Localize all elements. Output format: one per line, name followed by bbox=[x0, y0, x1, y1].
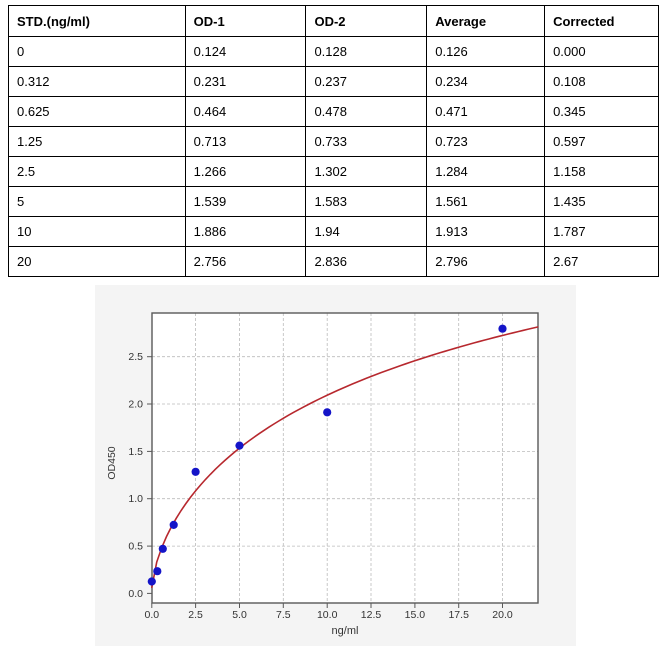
svg-text:2.5: 2.5 bbox=[128, 351, 143, 363]
svg-text:0.0: 0.0 bbox=[128, 588, 143, 600]
svg-text:17.5: 17.5 bbox=[448, 609, 469, 621]
svg-text:OD450: OD450 bbox=[106, 446, 118, 479]
svg-text:15.0: 15.0 bbox=[405, 609, 426, 621]
svg-text:20.0: 20.0 bbox=[492, 609, 513, 621]
svg-text:2.5: 2.5 bbox=[188, 609, 203, 621]
svg-text:12.5: 12.5 bbox=[361, 609, 382, 621]
svg-text:7.5: 7.5 bbox=[276, 609, 291, 621]
svg-text:0.0: 0.0 bbox=[144, 609, 159, 621]
svg-text:1.0: 1.0 bbox=[128, 493, 143, 505]
svg-text:2.0: 2.0 bbox=[128, 399, 143, 411]
svg-text:ng/ml: ng/ml bbox=[332, 625, 359, 637]
svg-text:1.5: 1.5 bbox=[128, 446, 143, 458]
svg-text:10.0: 10.0 bbox=[317, 609, 338, 621]
svg-text:5.0: 5.0 bbox=[232, 609, 247, 621]
svg-text:0.5: 0.5 bbox=[128, 541, 143, 553]
